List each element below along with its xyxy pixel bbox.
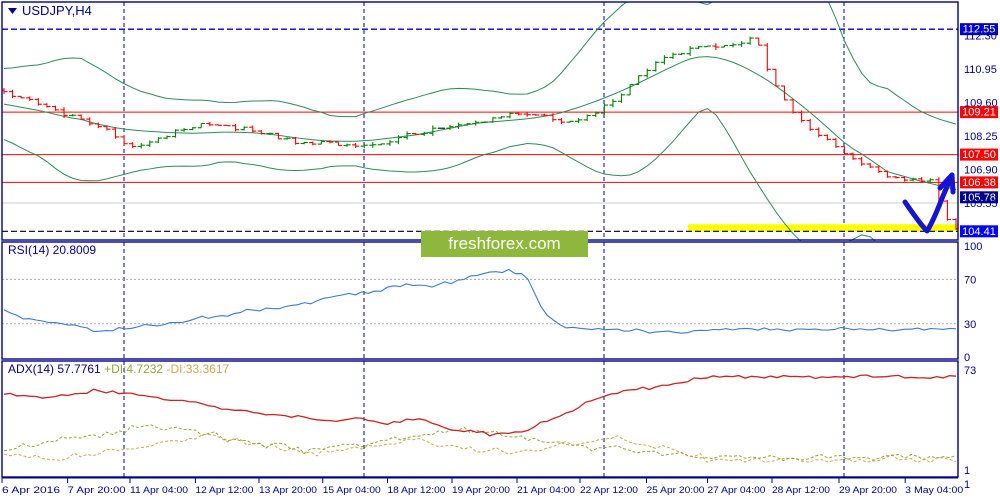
svg-text:ADX(14) 57.7761 +DI:4.7232 -DI: ADX(14) 57.7761 +DI:4.7232 -DI:33.3617 bbox=[8, 362, 229, 376]
svg-text:27 Apr 04:00: 27 Apr 04:00 bbox=[708, 485, 766, 495]
svg-text:30: 30 bbox=[964, 319, 976, 331]
svg-text:25 Apr 20:00: 25 Apr 20:00 bbox=[647, 485, 705, 495]
svg-text:1: 1 bbox=[964, 465, 970, 477]
svg-text:7 Apr 20:00: 7 Apr 20:00 bbox=[68, 485, 126, 495]
svg-text:3 May 04:00: 3 May 04:00 bbox=[905, 485, 963, 495]
svg-text:0: 0 bbox=[964, 352, 970, 364]
svg-text:freshforex.com: freshforex.com bbox=[448, 234, 560, 253]
svg-text:21 Apr 04:00: 21 Apr 04:00 bbox=[517, 485, 575, 495]
svg-text:RSI(14) 20.8009: RSI(14) 20.8009 bbox=[8, 243, 96, 257]
svg-text:106.38: 106.38 bbox=[962, 177, 996, 189]
svg-text:19 Apr 20:00: 19 Apr 20:00 bbox=[452, 485, 510, 495]
svg-text:29 Apr 20:00: 29 Apr 20:00 bbox=[839, 485, 897, 495]
svg-text:73: 73 bbox=[964, 365, 976, 377]
svg-text:100: 100 bbox=[964, 241, 982, 253]
svg-text:108.25: 108.25 bbox=[964, 131, 998, 143]
svg-text:110.95: 110.95 bbox=[964, 64, 997, 76]
svg-text:106.90: 106.90 bbox=[964, 164, 998, 176]
svg-text:70: 70 bbox=[964, 274, 976, 286]
svg-text:112.30: 112.30 bbox=[964, 30, 997, 42]
svg-text:12 Apr 12:00: 12 Apr 12:00 bbox=[195, 485, 253, 495]
svg-text:18 Apr 12:00: 18 Apr 12:00 bbox=[388, 485, 446, 495]
svg-text:1: 1 bbox=[964, 479, 970, 491]
svg-text:6 Apr 2016: 6 Apr 2016 bbox=[2, 485, 60, 495]
svg-text:USDJPY,H4: USDJPY,H4 bbox=[22, 3, 92, 18]
svg-text:11 Apr 04:00: 11 Apr 04:00 bbox=[130, 485, 188, 495]
svg-text:105.55: 105.55 bbox=[964, 198, 998, 210]
svg-text:28 Apr 12:00: 28 Apr 12:00 bbox=[772, 485, 830, 495]
svg-text:15 Apr 04:00: 15 Apr 04:00 bbox=[323, 485, 381, 495]
svg-text:107.50: 107.50 bbox=[962, 149, 996, 161]
svg-text:22 Apr 12:00: 22 Apr 12:00 bbox=[580, 485, 638, 495]
svg-text:13 Apr 20:00: 13 Apr 20:00 bbox=[259, 485, 317, 495]
svg-text:104.41: 104.41 bbox=[962, 226, 996, 238]
svg-text:109.60: 109.60 bbox=[964, 97, 998, 109]
